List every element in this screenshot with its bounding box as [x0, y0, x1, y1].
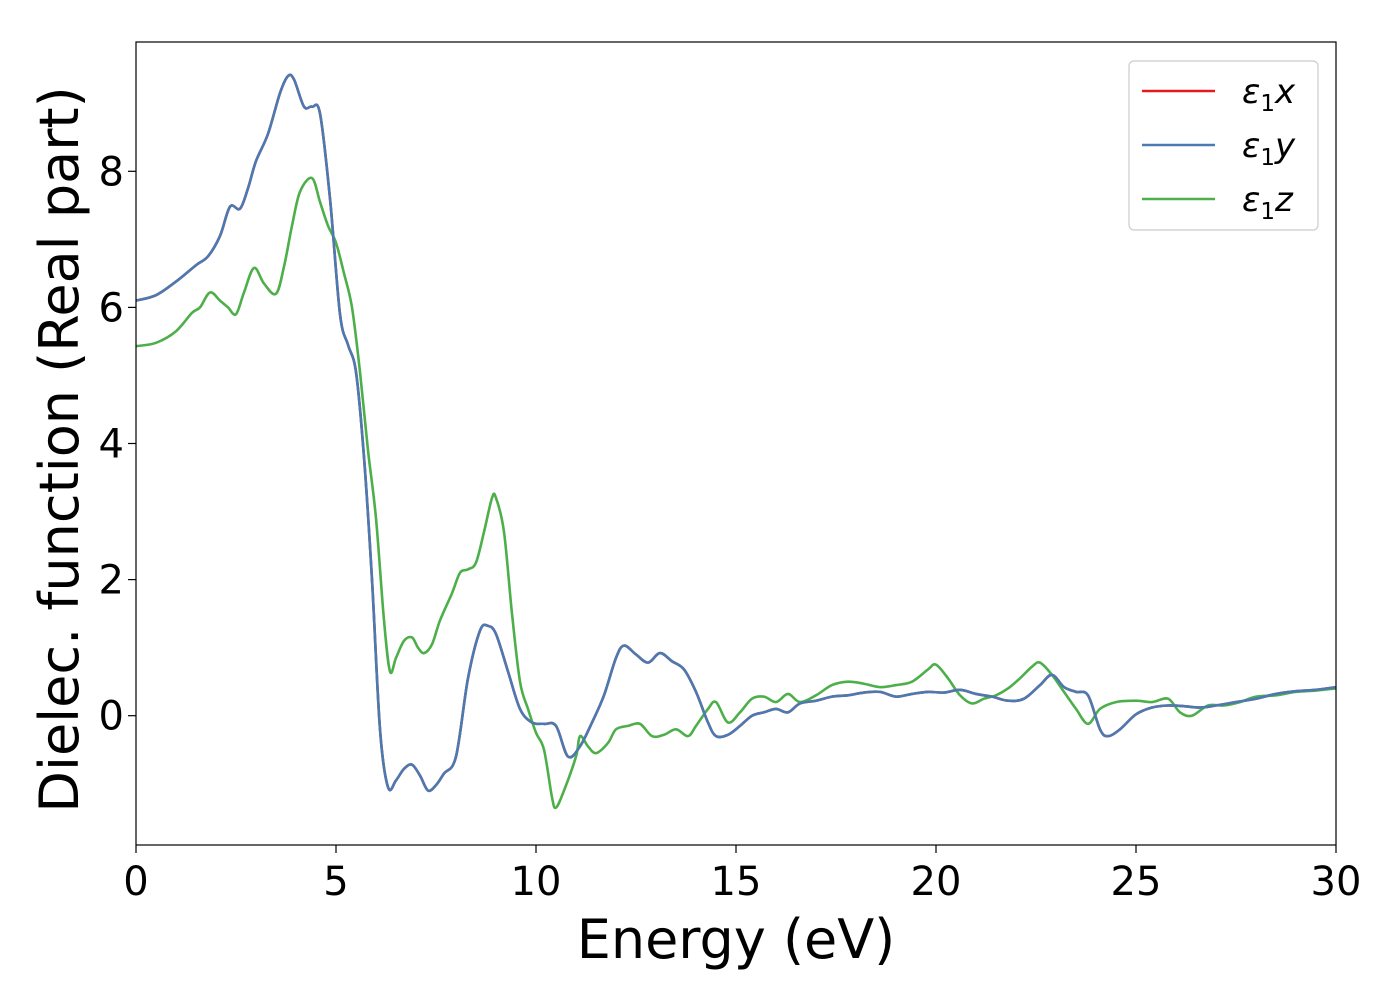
series-layer: [136, 73, 1336, 810]
y-tick-label: 8: [99, 149, 124, 195]
x-axis-title: Energy (eV): [577, 908, 896, 971]
x-tick-label: 20: [911, 859, 962, 905]
x-axis-ticks: 0 5 10 15 20 25 30: [123, 845, 1361, 905]
legend: ε1x ε1y ε1z: [1128, 60, 1319, 231]
y-tick-label: 4: [99, 422, 124, 468]
legend-label-y: ε1y: [1242, 126, 1296, 171]
x-tick-label: 15: [711, 859, 762, 905]
y-tick-label: 2: [99, 558, 124, 604]
legend-label-z: ε1z: [1242, 180, 1294, 225]
x-tick-label: 0: [123, 859, 148, 905]
y-axis-title: Dielec. function (Real part): [28, 86, 91, 812]
series-line-z: [136, 176, 1336, 810]
x-tick-label: 25: [1111, 859, 1162, 905]
y-tick-label: 0: [99, 694, 124, 740]
legend-label-x: ε1x: [1242, 72, 1296, 117]
series-line-y: [136, 73, 1336, 793]
y-tick-label: 6: [99, 285, 124, 331]
y-axis-ticks: 0 2 4 6 8: [99, 149, 136, 740]
x-tick-label: 30: [1311, 859, 1362, 905]
x-tick-label: 10: [511, 859, 562, 905]
legend-frame: [1128, 60, 1319, 231]
x-tick-label: 5: [323, 859, 348, 905]
